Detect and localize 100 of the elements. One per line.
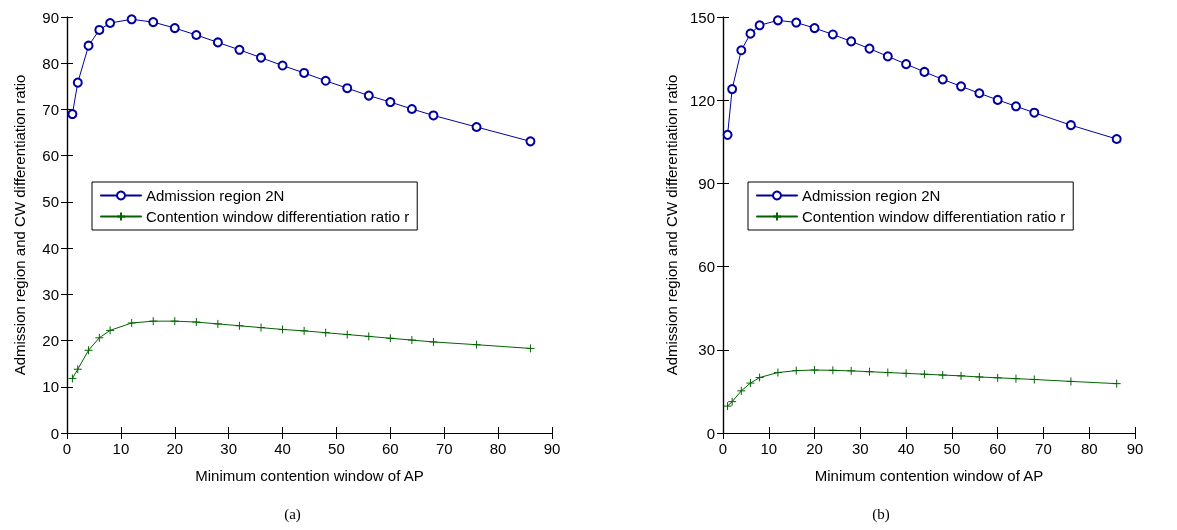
point — [525, 136, 536, 147]
point — [94, 24, 105, 35]
point — [810, 365, 820, 375]
x-tick-label: 70 — [435, 440, 453, 457]
point — [406, 103, 417, 114]
point — [736, 386, 746, 396]
point — [882, 51, 893, 62]
x-tick-label: 0 — [62, 440, 72, 457]
point — [385, 333, 395, 343]
point — [827, 29, 838, 40]
point — [864, 367, 874, 377]
y-tick-label: 20 — [42, 332, 59, 350]
point — [299, 67, 310, 78]
point — [342, 83, 353, 94]
y-tick-label: 60 — [698, 258, 715, 276]
point — [212, 37, 223, 48]
point — [828, 365, 838, 375]
point — [901, 59, 912, 70]
point — [937, 74, 948, 85]
point — [974, 372, 984, 382]
point — [191, 30, 202, 41]
text: (b) — [872, 505, 890, 523]
point — [72, 77, 83, 88]
x-axis-title: Minimum contention window of AP — [814, 467, 1044, 484]
point — [525, 343, 535, 353]
y-tick-label: 30 — [42, 285, 59, 303]
point — [471, 122, 482, 133]
y-tick-label: 10 — [42, 378, 59, 396]
point — [1065, 120, 1076, 131]
point — [755, 373, 765, 383]
point — [754, 20, 765, 31]
x-tick-label: 0 — [718, 440, 728, 457]
point — [83, 40, 94, 51]
point — [992, 94, 1003, 105]
point — [321, 328, 331, 338]
point — [234, 321, 244, 331]
point — [213, 319, 223, 329]
point — [407, 335, 417, 345]
point — [105, 18, 116, 29]
point — [364, 331, 374, 341]
point — [127, 318, 137, 328]
point — [428, 110, 439, 121]
x-tick-label: 70 — [1035, 440, 1052, 457]
x-tick-label: 40 — [274, 440, 291, 457]
point — [956, 371, 966, 381]
point — [191, 317, 201, 327]
x-tick-label: 60 — [381, 440, 399, 457]
x-tick-label: 50 — [943, 440, 961, 457]
point — [148, 316, 158, 326]
y-tick-label: 90 — [42, 8, 59, 26]
point — [94, 333, 104, 343]
x-tick-label: 10 — [112, 440, 130, 457]
point — [772, 15, 783, 26]
point — [791, 366, 801, 376]
point — [256, 52, 266, 63]
point — [723, 401, 733, 411]
point — [234, 44, 245, 55]
point — [1011, 374, 1021, 384]
point — [809, 23, 820, 34]
point — [1112, 379, 1122, 389]
y-tick-label: 80 — [42, 54, 59, 72]
point — [938, 370, 948, 380]
text: (a) — [284, 505, 301, 523]
point — [956, 81, 967, 92]
y-tick-label: 0 — [50, 424, 59, 442]
point — [148, 17, 159, 28]
point — [846, 36, 857, 47]
x-axis-title: Minimum contention window of AP — [195, 467, 424, 484]
point — [320, 75, 331, 86]
point — [727, 397, 737, 407]
y-axis-title: Admission region and CW differentiation ratio — [663, 74, 681, 376]
point — [736, 45, 747, 56]
x-tick-label: 50 — [328, 440, 345, 457]
point — [170, 316, 180, 326]
point — [745, 378, 755, 388]
point — [974, 88, 985, 99]
x-tick-label: 90 — [1126, 440, 1144, 457]
point — [67, 373, 77, 383]
point — [277, 60, 288, 71]
x-tick-label: 90 — [543, 440, 561, 457]
x-tick-label: 80 — [489, 440, 507, 457]
y-tick-label: 30 — [698, 341, 715, 359]
y-tick-label: 50 — [42, 193, 59, 211]
point — [84, 345, 94, 355]
x-tick-label: 10 — [760, 440, 778, 457]
x-tick-label: 20 — [166, 440, 184, 457]
x-tick-label: 60 — [989, 440, 1007, 457]
point — [342, 330, 352, 340]
point — [1066, 376, 1076, 386]
point — [1111, 134, 1122, 145]
point — [773, 368, 783, 378]
point — [126, 14, 137, 25]
legend-label: Contention window differentiation ratio r — [802, 208, 1066, 225]
point — [299, 326, 309, 336]
point — [278, 324, 288, 334]
point — [993, 373, 1003, 383]
point — [169, 23, 180, 34]
x-tick-label: 30 — [220, 440, 238, 457]
point — [864, 43, 875, 54]
point — [105, 325, 115, 335]
